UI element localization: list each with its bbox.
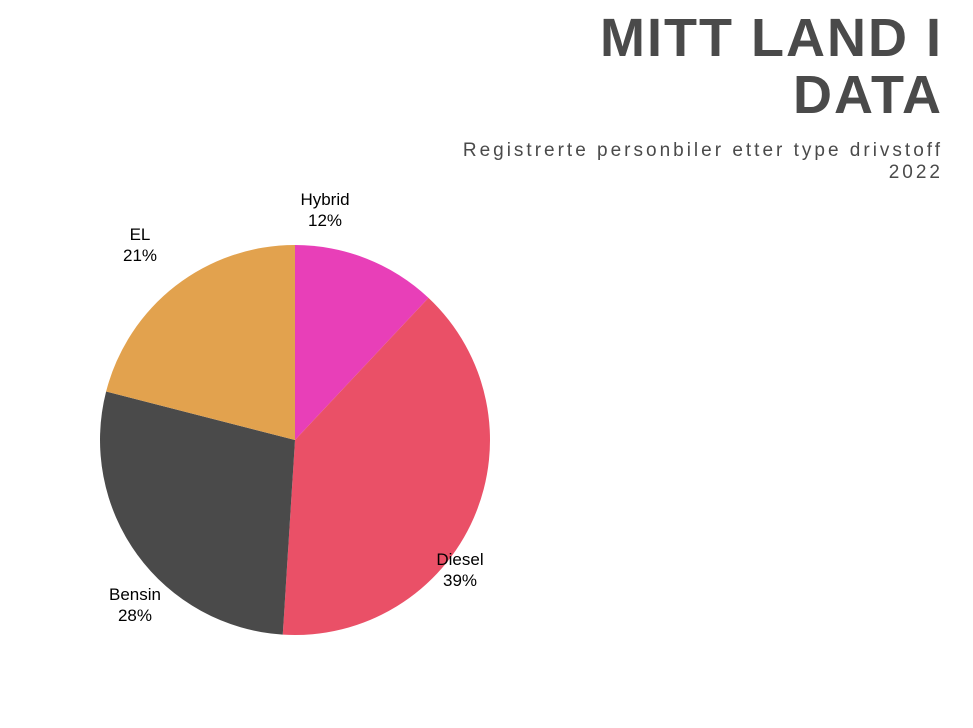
slice-label-percent: 39% <box>436 570 483 591</box>
slice-label-name: Hybrid <box>300 189 349 210</box>
slice-label-name: Diesel <box>436 549 483 570</box>
slice-label-diesel: Diesel39% <box>436 549 483 592</box>
pie-chart: Hybrid12% Diesel39% Bensin28% EL21% <box>0 0 973 728</box>
slice-label-name: EL <box>123 224 157 245</box>
slice-label-percent: 21% <box>123 245 157 266</box>
slice-label-percent: 28% <box>109 605 161 626</box>
slice-label-percent: 12% <box>300 210 349 231</box>
slice-label-hybrid: Hybrid12% <box>300 189 349 232</box>
page-root: { "header": { "title_line1": "MITT LAND … <box>0 0 973 728</box>
slice-label-bensin: Bensin28% <box>109 584 161 627</box>
slice-label-el: EL21% <box>123 224 157 267</box>
slice-label-name: Bensin <box>109 584 161 605</box>
